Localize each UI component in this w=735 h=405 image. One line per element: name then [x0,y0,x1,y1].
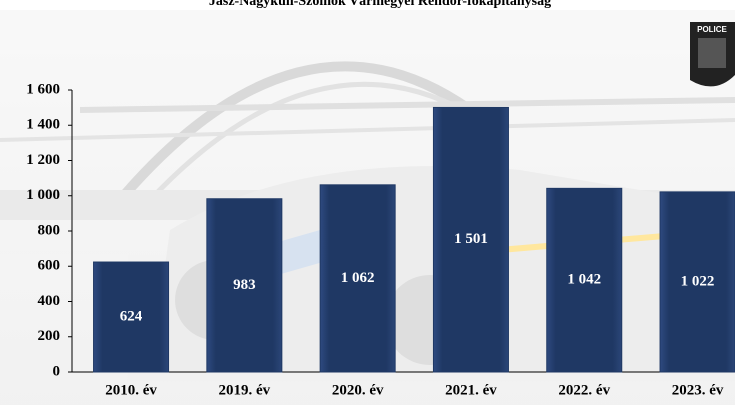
value-label: 624 [120,308,143,324]
y-tick-label: 1 000 [26,187,60,203]
chart-title: Jász-Nagykun-Szolnok Vármegyei Rendőr-fő… [209,0,551,9]
value-label: 1 022 [681,273,715,289]
y-tick-label: 1 200 [26,152,60,168]
y-tick-label: 200 [38,328,61,344]
police-logo: POLICE [690,22,735,86]
y-tick-label: 0 [53,363,61,379]
x-tick-label: 2019. év [219,382,271,398]
y-tick-label: 1 400 [26,117,60,133]
x-tick-label: 2023. év [672,382,724,398]
value-label: 1 042 [567,272,601,288]
x-tick-label: 2021. év [445,382,497,398]
x-tick-label: 2020. év [332,382,384,398]
value-label: 1 501 [454,231,488,247]
chart: POLICE Jász-Nagykun-Szolnok Vármegyei Re… [0,0,735,405]
y-tick-label: 400 [38,293,61,309]
y-tick-label: 800 [38,222,61,238]
y-tick-label: 1 600 [26,81,60,97]
page: POLICE Jász-Nagykun-Szolnok Vármegyei Re… [0,0,735,405]
logo-text: POLICE [697,25,727,34]
y-tick-label: 600 [38,258,61,274]
x-tick-label: 2010. év [105,382,157,398]
value-label: 983 [233,277,256,293]
x-tick-label: 2022. év [558,382,610,398]
value-label: 1 062 [341,270,375,286]
